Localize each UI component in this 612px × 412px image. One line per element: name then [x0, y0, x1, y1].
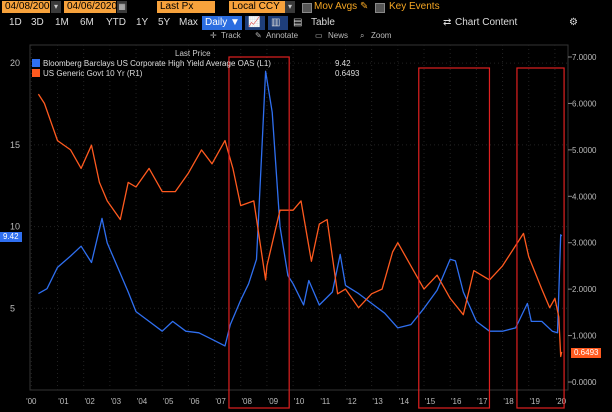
x-tick-label: '18	[503, 397, 514, 406]
y-right-tick-label: 6.0000	[572, 99, 597, 108]
chevron-down-icon: ▼	[227, 17, 240, 28]
settings-icon[interactable]: ⚙	[569, 17, 578, 28]
x-tick-label: '15	[425, 397, 436, 406]
currency-selector[interactable]: Local CCY	[229, 1, 285, 13]
pencil-icon[interactable]: ✎	[360, 1, 369, 12]
x-tick-label: '19	[530, 397, 541, 406]
period-3d[interactable]: 3D	[31, 17, 44, 28]
frequency-label: Daily	[205, 17, 228, 28]
legend-value-govt-10y: 0.6493	[335, 69, 360, 78]
period-ytd[interactable]: YTD	[106, 17, 126, 28]
y-right-tick-label: 2.0000	[572, 285, 597, 294]
top-toolbar: 04/08/2000 ▾ 04/06/2020 ▦ Last Px Local …	[0, 0, 612, 14]
table-button[interactable]: Table	[311, 17, 335, 28]
y-right-tick-label: 3.0000	[572, 239, 597, 248]
period-1y[interactable]: 1Y	[136, 17, 149, 28]
x-tick-label: '07	[215, 397, 226, 406]
x-tick-label: '02	[84, 397, 95, 406]
annotate-icon: ✎	[255, 31, 262, 40]
x-tick-label: '20	[556, 397, 567, 406]
x-tick-label: '16	[451, 397, 462, 406]
y-right-tick-label: 5.0000	[572, 146, 597, 155]
track-button[interactable]: Track	[221, 31, 241, 40]
period-5y[interactable]: 5Y	[158, 17, 171, 28]
currency-dropdown-icon[interactable]: ▾	[285, 1, 295, 13]
bar-chart-icon[interactable]: ▥	[268, 16, 288, 30]
zoom-icon: ⌕	[360, 31, 365, 40]
legend-item-oas[interactable]: Bloomberg Barclays US Corporate High Yie…	[32, 59, 351, 69]
x-tick-label: '14	[399, 397, 410, 406]
start-date-field[interactable]: 04/08/2000	[2, 1, 55, 13]
news-icon: ▭	[315, 31, 323, 40]
chart-content-button[interactable]: Chart Content	[455, 17, 518, 28]
highlight-box	[516, 67, 565, 409]
mov-avgs-label: Mov Avgs	[314, 1, 358, 12]
legend-swatch-govt-10y	[32, 69, 40, 77]
x-tick-label: '13	[372, 397, 383, 406]
end-date-field[interactable]: 04/06/2020	[64, 1, 117, 13]
annotate-button[interactable]: Annotate	[266, 31, 299, 40]
x-tick-label: '10	[294, 397, 305, 406]
x-tick-label: '03	[111, 397, 122, 406]
table-icon[interactable]: ▤	[293, 17, 303, 28]
period-1d[interactable]: 1D	[9, 17, 22, 28]
track-icon: ✛	[210, 31, 217, 40]
x-tick-label: '04	[137, 397, 148, 406]
highlight-box	[228, 56, 290, 409]
y-left-tick-label: 15	[10, 140, 20, 150]
mov-avgs-checkbox[interactable]	[302, 3, 312, 13]
field-selector[interactable]: Last Px	[157, 1, 215, 13]
legend-label-govt-10y: US Generic Govt 10 Yr (R1)	[43, 69, 143, 78]
period-6m[interactable]: 6M	[80, 17, 94, 28]
y-right-tick-label: 0.0000	[572, 378, 597, 387]
line-chart-icon[interactable]: 📈	[245, 16, 265, 30]
x-tick-label: '01	[58, 397, 69, 406]
last-value-badge-left: 9.42	[0, 232, 22, 242]
x-tick-label: '11	[320, 397, 330, 406]
last-value-badge-right: 0.6493	[571, 348, 602, 358]
highlight-box	[418, 67, 491, 409]
key-events-checkbox[interactable]	[375, 3, 385, 13]
x-tick-label: '17	[477, 397, 488, 406]
chart-content-icon[interactable]: ⇄	[443, 17, 452, 28]
x-tick-label: '06	[189, 397, 200, 406]
legend-header: Last Price	[175, 49, 211, 58]
y-left-tick-label: 5	[10, 303, 15, 313]
legend: Bloomberg Barclays US Corporate High Yie…	[32, 49, 359, 79]
legend-swatch-oas	[32, 59, 40, 67]
x-tick-label: '05	[163, 397, 174, 406]
zoom-button[interactable]: Zoom	[371, 31, 392, 40]
legend-label-oas: Bloomberg Barclays US Corporate High Yie…	[43, 59, 271, 68]
period-1m[interactable]: 1M	[55, 17, 69, 28]
legend-value-oas: 9.42	[335, 59, 351, 68]
period-max[interactable]: Max	[179, 17, 198, 28]
x-tick-label: '09	[268, 397, 279, 406]
plot-area	[29, 44, 569, 391]
series-line-govt-10y	[37, 93, 563, 358]
range-toolbar	[0, 14, 612, 31]
x-tick-label: '08	[242, 397, 253, 406]
x-tick-label: '12	[346, 397, 357, 406]
frequency-selector[interactable]: Daily ▼	[202, 16, 242, 30]
y-left-tick-label: 20	[10, 58, 20, 68]
x-tick-label: '00	[26, 397, 37, 406]
legend-item-govt-10y[interactable]: US Generic Govt 10 Yr (R1) 0.6493	[32, 69, 359, 79]
y-right-tick-label: 1.0000	[572, 332, 597, 341]
news-button[interactable]: News	[328, 31, 349, 40]
key-events-label: Key Events	[389, 1, 440, 12]
y-right-tick-label: 7.0000	[572, 53, 597, 62]
price-chart[interactable]: '00 '01 '02 '03 '04 '05 '06 '07 '08 '09 '10 '11 '12 '…	[0, 31, 612, 412]
calendar-icon[interactable]: ▦	[117, 1, 127, 13]
start-date-dropdown-icon[interactable]: ▾	[51, 1, 61, 13]
y-right-tick-label: 4.0000	[572, 192, 597, 201]
y-left-tick-label: 10	[10, 222, 20, 232]
